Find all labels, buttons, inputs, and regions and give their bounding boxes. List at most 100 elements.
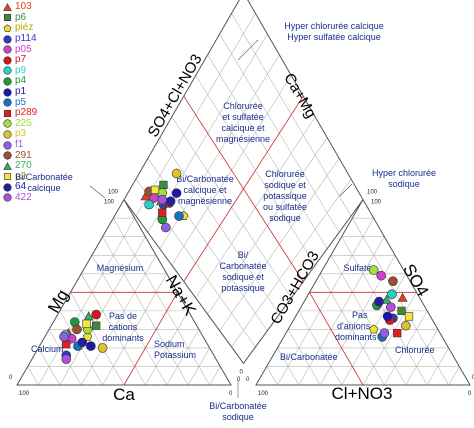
diamond-point-f1: [161, 222, 171, 233]
legend-item: 270: [3, 161, 63, 172]
zone-label-bicarbonatee-sodique: Bi/Carbonatée sodique: [209, 401, 267, 422]
zone-label-sodium-potassium: Sodium Potassium: [154, 339, 196, 360]
zone-pointer: [339, 183, 353, 197]
legend-label: p6: [15, 11, 27, 23]
legend-label: 291: [15, 149, 32, 161]
triangle-marker-icon: [3, 161, 12, 170]
circle-marker-icon: [3, 56, 12, 65]
legend-marker: [3, 151, 12, 160]
cation-point-64: [77, 337, 88, 348]
legend-label: 270: [15, 160, 32, 172]
axis-label-ca: Ca: [113, 385, 135, 404]
cation-point-p3: [97, 343, 108, 353]
legend-item: p6: [3, 11, 63, 24]
tick-label: 0: [468, 391, 472, 397]
legend-label: p05: [15, 43, 32, 55]
tick-label: 0: [229, 391, 233, 397]
legend-label: 64: [15, 181, 27, 193]
anion-point-p1: [382, 311, 393, 322]
legend-label: p7: [15, 54, 27, 66]
axis-label-mg: Mg: [44, 286, 72, 316]
diamond-point-p2: [150, 185, 160, 194]
legend-item: p5: [3, 97, 63, 108]
anion-point-103: [397, 292, 408, 302]
circle-marker-icon: [3, 87, 12, 97]
circle-marker-icon: [3, 119, 12, 128]
legend-label: 422: [15, 191, 32, 203]
cation-point-p6: [92, 321, 101, 330]
zone-label-bicarbonatee-calcique: Bi/Carbonatée calcique: [15, 172, 73, 193]
legend-marker: [3, 98, 12, 107]
circle-marker-icon: [3, 98, 12, 107]
zone-label-hyper-chloruree-calcique: Hyper chlorurée calcique Hyper sulfatée c…: [284, 21, 384, 42]
axis-label-co3-hco3: CO3+HCO3: [267, 248, 322, 327]
circle-marker-icon: [3, 66, 12, 75]
cation-point-p2: [82, 319, 91, 328]
zone-label-magnesium: Magnésium: [97, 263, 144, 273]
legend-marker: [3, 77, 12, 86]
zone-label-chloruree-sodique: Chlorurée sodique et potassique ou sulfatée…: [263, 169, 307, 223]
triangle-marker-icon: [3, 2, 12, 11]
anion-point-p9: [387, 289, 397, 299]
tick-label: 0: [240, 369, 244, 375]
legend-label: p3: [15, 128, 27, 140]
cation-point-piéz: [82, 331, 93, 341]
legend-marker: [3, 119, 12, 128]
legend-marker: [3, 2, 12, 11]
legend-marker: [3, 14, 12, 22]
diamond-point-p3: [171, 168, 182, 179]
legend-label: 103: [15, 1, 32, 13]
cation-point-291: [72, 324, 82, 335]
diamond-point-64: [165, 196, 176, 207]
zone-label-hyper-chloruree-sodique: Hyper chlorurée sodique: [372, 168, 436, 189]
diamond-point-p1: [171, 188, 182, 198]
axis-label-cl-no3: Cl+NO3: [332, 384, 393, 403]
zone-label-sulfatee: Sulfatée: [343, 263, 376, 273]
legend-item: 64: [3, 182, 63, 193]
zone-label-bicarbonatee-calcique-magnesienne: Bi/Carbonatée calcique et magnésienne: [176, 174, 234, 206]
legend-marker: [3, 45, 12, 54]
square-marker-icon: [3, 109, 12, 117]
legend-marker: [3, 183, 12, 192]
anion-point-p2: [404, 312, 414, 321]
zone-pointer: [89, 185, 106, 199]
zone-label-bicarbonatee-sodique-potassique: Bi/Carbonatée sodique et potassique: [219, 250, 266, 293]
legend-marker: [3, 161, 12, 170]
anion-point-225: [368, 265, 379, 275]
legend-item: p2: [3, 171, 63, 183]
tick-label: 100: [258, 391, 269, 397]
anion-point-291: [388, 276, 398, 287]
legend-label: f1: [15, 139, 24, 151]
legend-marker: [3, 193, 12, 203]
legend-item: 103: [3, 2, 63, 13]
tick-label: 100: [367, 190, 378, 196]
legend-label: piéz: [15, 22, 34, 34]
legend-label: 225: [15, 117, 32, 129]
square-marker-icon: [3, 173, 12, 181]
legend-marker: [3, 130, 12, 139]
tick-label: 100: [108, 190, 119, 196]
diamond-point-p9: [144, 199, 154, 210]
diamond-point-p289: [158, 208, 167, 217]
cation-point-f1: [59, 332, 69, 342]
zone-label-no-dominant-cation: Pas de cations dominants: [102, 311, 144, 343]
legend-item: p1: [3, 87, 63, 98]
tick-label: 0: [246, 377, 250, 383]
cation-point-422: [61, 354, 72, 364]
circle-marker-icon: [3, 34, 12, 44]
tick-label: 0: [9, 375, 13, 381]
legend-label: p9: [15, 64, 27, 76]
anion-point-p3: [400, 320, 411, 331]
tick-label: 0: [472, 375, 474, 381]
square-marker-icon: [3, 14, 12, 22]
zone-pointer: [237, 39, 259, 61]
axis-label-ca-mg: Ca+Mg: [280, 70, 319, 121]
legend-marker: [3, 140, 12, 150]
legend-item: 291: [3, 150, 63, 161]
circle-marker-icon: [3, 183, 12, 192]
anion-point-64: [374, 296, 384, 307]
circle-marker-icon: [3, 130, 12, 139]
legend-item: p4: [3, 76, 63, 87]
legend-item: p05: [3, 44, 63, 55]
zone-label-chloruree-sulfatee-calcique: Chlorurée et sulfatée calcique et magnésien…: [216, 101, 270, 144]
